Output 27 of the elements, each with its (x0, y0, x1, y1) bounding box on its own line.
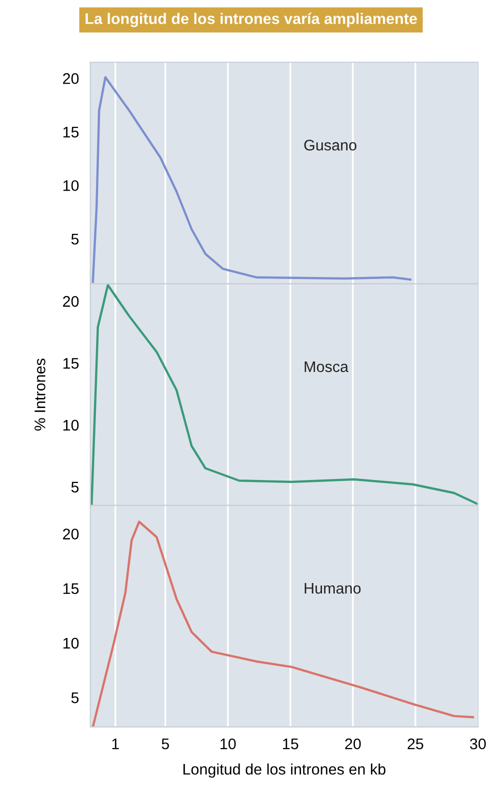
y-tick-label: 15 (63, 358, 79, 369)
x-tick-label: 20 (345, 738, 361, 750)
y-tick-label: 10 (63, 638, 79, 649)
chart-title: La longitud de los intrones varía ampliamente (86, 12, 417, 28)
x-axis-title: Longitud de los intrones en kb (183, 763, 386, 778)
text: Humano (304, 583, 361, 594)
y-tick-label: 15 (63, 583, 79, 594)
line-series (92, 520, 474, 727)
line-series (92, 76, 412, 283)
y-tick-label: 5 (71, 692, 79, 704)
y-tick-label: 20 (63, 73, 79, 84)
y-axis-title: % Intrones (34, 358, 46, 431)
y-tick-label: 20 (63, 296, 79, 307)
text: Gusano (304, 140, 356, 151)
x-tick-label: 10 (220, 738, 236, 750)
y-tick-label: 5 (71, 234, 79, 245)
x-tick-label: 1 (112, 738, 119, 750)
text: Mosca (304, 361, 349, 372)
y-tick-label: 20 (63, 528, 79, 540)
y-tick-label: 15 (63, 126, 79, 138)
y-tick-label: 10 (63, 420, 79, 431)
y-tick-label: 5 (71, 482, 79, 493)
x-tick-label: 15 (283, 738, 298, 750)
y-tick-label: 10 (63, 180, 79, 192)
x-tick-label: 5 (162, 738, 169, 750)
x-tick-label: 25 (408, 738, 424, 750)
x-tick-label: 30 (470, 738, 486, 750)
